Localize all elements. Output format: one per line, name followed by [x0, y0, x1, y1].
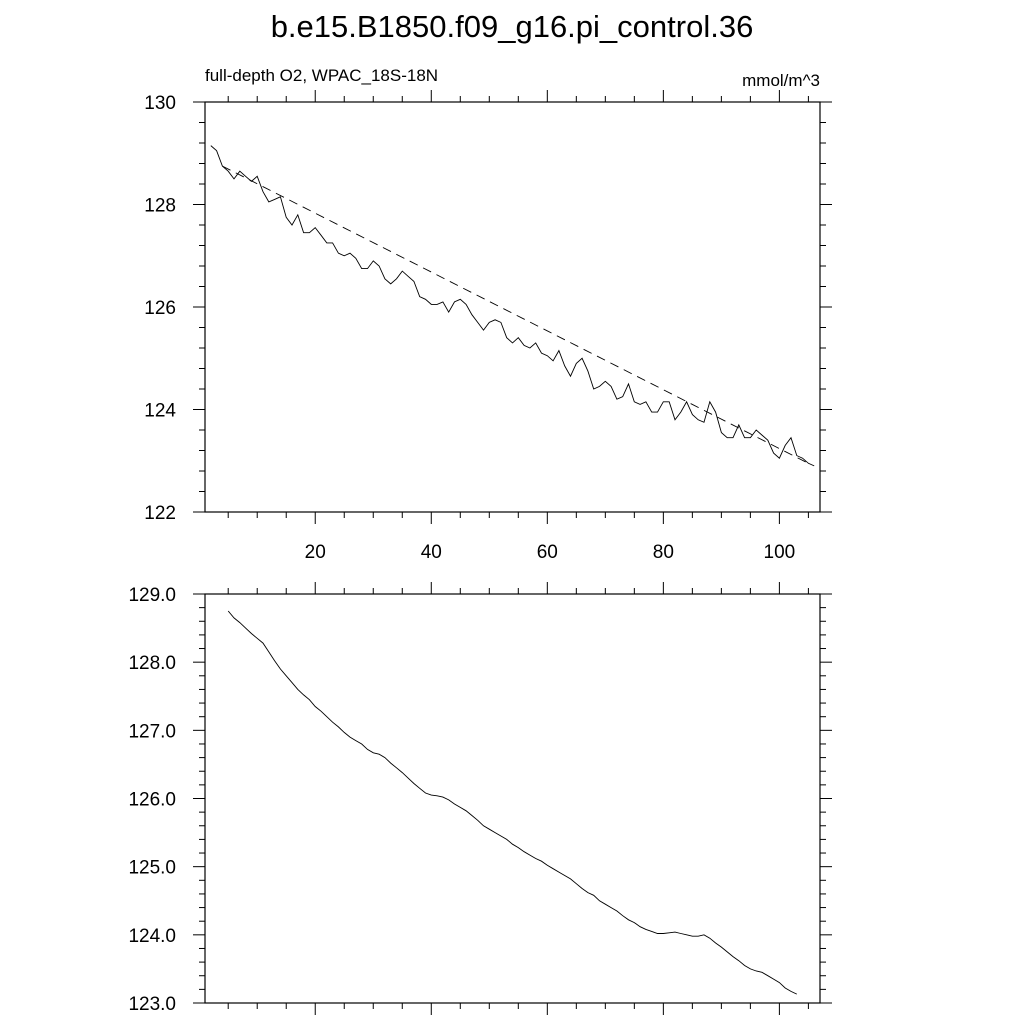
- plot-frame: [204, 101, 821, 513]
- top-panel: full-depth O2, WPAC_18S-18N mmol/m^3 122…: [144, 66, 832, 563]
- x-tick-label: 80: [653, 542, 674, 563]
- plot-frame: [204, 593, 821, 1004]
- top-panel-right-string: mmol/m^3: [742, 71, 820, 90]
- y-tick-label: 129.0: [128, 585, 176, 606]
- y-tick-label: 123.0: [128, 994, 176, 1015]
- y-tick-label: 130: [144, 93, 176, 114]
- y-tick-label: 126: [144, 298, 176, 319]
- y-tick-label: 122: [144, 503, 176, 524]
- y-tick-label: 128: [144, 196, 176, 217]
- y-tick-label: 125.0: [128, 858, 176, 879]
- y-tick-label: 124.0: [128, 926, 176, 947]
- trend-line: [222, 165, 809, 464]
- chart-title: b.e15.B1850.f09_g16.pi_control.36: [271, 9, 754, 44]
- top-panel-left-string: full-depth O2, WPAC_18S-18N: [205, 66, 438, 85]
- x-tick-label: 40: [421, 542, 442, 563]
- series-line: [210, 145, 815, 467]
- x-tick-label: 20: [305, 542, 326, 563]
- y-tick-label: 128.0: [128, 653, 176, 674]
- y-tick-label: 126.0: [128, 790, 176, 811]
- y-tick-label: 127.0: [128, 721, 176, 742]
- x-tick-label: 100: [764, 542, 796, 563]
- series-line: [227, 610, 797, 995]
- y-tick-label: 124: [144, 401, 176, 422]
- x-tick-label: 60: [537, 542, 558, 563]
- bottom-panel: 123.0 124.0 125.0 126.0 127.0 128.0 129.0: [128, 582, 832, 1015]
